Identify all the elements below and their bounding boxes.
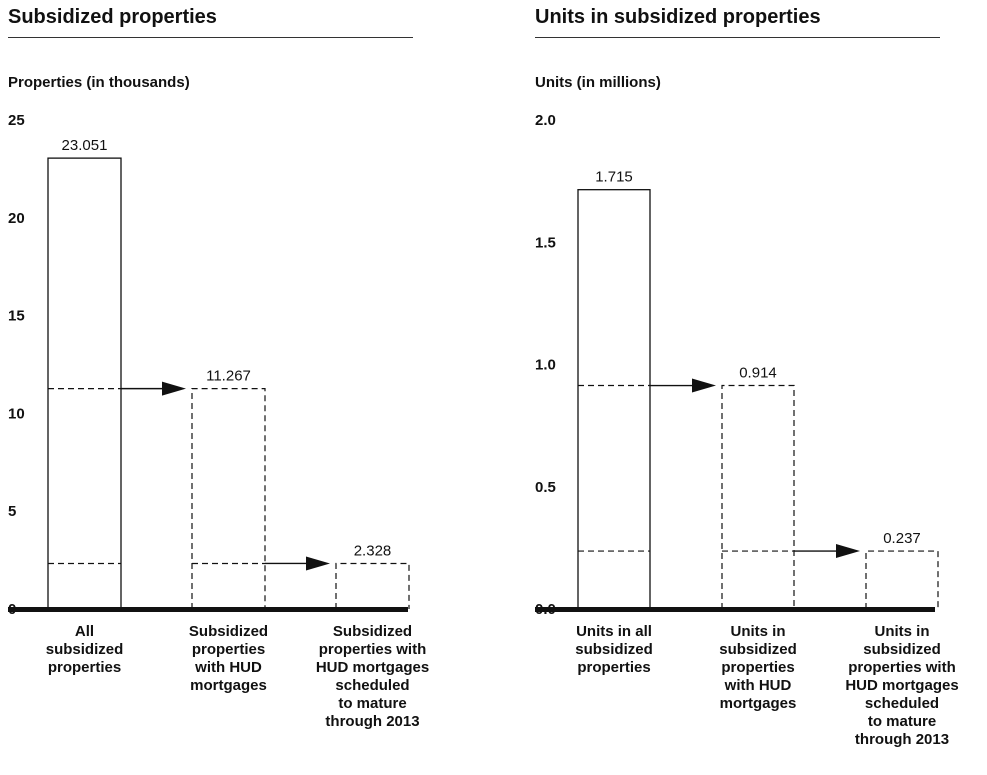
properties-chart-panel: Subsidized properties Properties (in tho… — [8, 0, 438, 775]
category-label-line: Units in — [731, 623, 786, 640]
y-axis-label: Properties (in thousands) — [8, 74, 190, 91]
data-label: 23.051 — [62, 137, 108, 154]
category-label-line: to mature — [338, 695, 406, 712]
arrow-head — [306, 556, 330, 571]
category-label-line: through 2013 — [325, 713, 419, 730]
category-label: Units in all subsidized properties — [575, 623, 653, 676]
arrow-head — [836, 544, 860, 559]
bar — [721, 384, 795, 609]
category-label-line: HUD mortgages — [316, 659, 429, 676]
y-tick-label: 25 — [8, 112, 25, 129]
category-label: Subsidized properties with HUD mortgages sc… — [316, 623, 429, 730]
y-tick-label: 10 — [8, 405, 25, 422]
properties-chart: 051015202523.05111.2672.328Allsubsidized… — [8, 112, 429, 730]
category-label: Units in subsidized properties with HUD mort… — [719, 623, 797, 712]
category-label-line: HUD mortgages — [845, 677, 958, 694]
data-label: 2.328 — [354, 542, 392, 559]
category-label-line: All — [75, 623, 94, 640]
category-label: All subsidized properties — [46, 623, 124, 676]
category-label-line: properties with — [319, 641, 427, 658]
units-chart-panel: Units in subsidized properties Units (in… — [535, 0, 965, 775]
category-label-line: properties — [721, 659, 794, 676]
category-label-line: Units in — [875, 623, 930, 640]
arrow-head — [162, 381, 186, 396]
bar — [865, 550, 939, 609]
category-label: Units in subsidized properties with HUD mor… — [845, 623, 958, 748]
y-tick-label: 20 — [8, 210, 25, 227]
data-label: 11.267 — [206, 368, 251, 385]
category-label-line: properties — [48, 659, 121, 676]
y-tick-label: 0.5 — [535, 479, 556, 496]
arrow-head — [692, 378, 716, 393]
bar — [191, 388, 266, 609]
category-label-line: mortgages — [720, 695, 797, 712]
category-label-line: properties with — [848, 659, 956, 676]
category-label-line: properties — [577, 659, 650, 676]
x-axis-baseline — [8, 607, 408, 612]
category-label-line: through 2013 — [855, 731, 949, 748]
data-label: 1.715 — [595, 169, 633, 186]
category-label-line: properties — [192, 641, 265, 658]
y-axis-label: Units (in millions) — [535, 74, 661, 91]
category-label-line: to mature — [868, 713, 936, 730]
y-tick-label: 2.0 — [535, 112, 556, 129]
y-tick-label: 1.5 — [535, 234, 556, 251]
category-label-line: subsidized — [575, 641, 653, 658]
category-label-line: subsidized — [46, 641, 124, 658]
category-label-line: Units in all — [576, 623, 652, 640]
category-label-line: Subsidized — [189, 623, 268, 640]
category-label-line: with HUD — [194, 659, 262, 676]
bar — [47, 157, 122, 610]
chart-title: Units in subsidized properties — [535, 6, 821, 28]
category-label-line: scheduled — [865, 695, 939, 712]
y-tick-label: 5 — [8, 503, 16, 520]
y-tick-label: 1.0 — [535, 357, 556, 374]
category-label-line: scheduled — [335, 677, 409, 694]
y-tick-label: 15 — [8, 308, 25, 325]
chart-title: Subsidized properties — [8, 6, 217, 28]
category-label-line: subsidized — [719, 641, 797, 658]
x-axis-baseline — [535, 607, 935, 612]
category-label-line: with HUD — [724, 677, 792, 694]
category-label-line: Subsidized — [333, 623, 412, 640]
bar — [335, 562, 410, 609]
data-label: 0.237 — [883, 530, 921, 547]
title-rule — [8, 37, 413, 38]
data-label: 0.914 — [739, 365, 777, 382]
category-label-line: mortgages — [190, 677, 267, 694]
category-label-line: subsidized — [863, 641, 941, 658]
bar — [577, 189, 651, 610]
category-label: Subsidized properties with HUD mortgages — [189, 623, 268, 694]
title-rule — [535, 37, 940, 38]
